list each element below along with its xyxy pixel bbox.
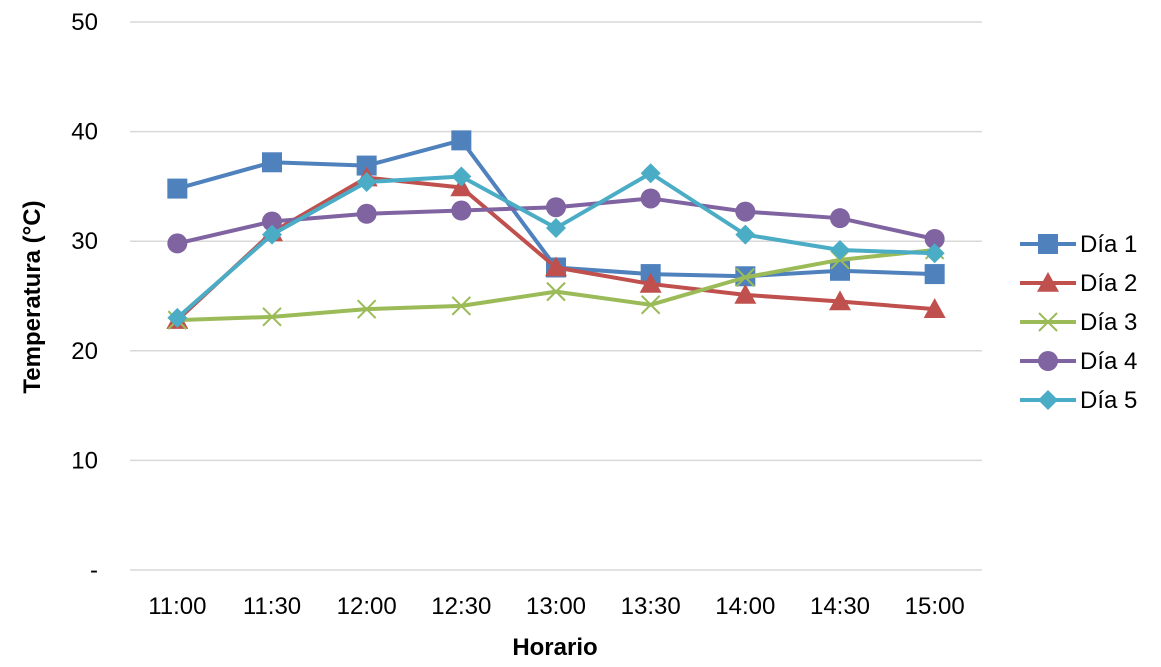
marker-x-stroke	[735, 267, 756, 288]
marker-x-stroke	[451, 296, 472, 316]
marker-square	[830, 260, 850, 281]
x-tick-label: 13:30	[621, 593, 681, 620]
x-tick-label: 13:00	[526, 593, 586, 620]
marker-x	[546, 281, 566, 302]
series-5	[167, 163, 945, 328]
legend-label: Día 5	[1080, 387, 1137, 414]
marker-x	[640, 295, 661, 315]
marker-square	[356, 155, 377, 176]
marker-x-stroke	[546, 281, 566, 302]
series-3	[167, 240, 945, 330]
legend: Día 1 Día 2 Día 3 Día 4 Día 5	[1020, 231, 1137, 414]
marker-circle	[924, 229, 945, 250]
legend-item-1: Día 1	[1020, 231, 1137, 258]
marker-square	[167, 178, 188, 199]
marker-triangle	[545, 256, 567, 277]
marker-circle	[451, 200, 472, 221]
marker-diamond	[830, 239, 850, 260]
marker-x	[262, 307, 282, 327]
marker-x-stroke	[356, 299, 377, 319]
marker-triangle	[734, 283, 757, 304]
y-tick-label: 20	[71, 338, 98, 365]
legend-item-2: Día 2	[1020, 270, 1137, 297]
x-tick-label: 12:30	[431, 593, 491, 620]
marker-circle	[262, 211, 282, 232]
marker-x-stroke	[1038, 312, 1058, 332]
legend-label: Día 4	[1080, 348, 1137, 375]
marker-diamond	[451, 166, 472, 187]
x-tick-label: 15:00	[905, 593, 965, 620]
marker-diamond	[735, 224, 756, 245]
x-tick-label: 11:30	[243, 593, 301, 620]
y-tick-label: 40	[71, 119, 98, 146]
y-tick-label: 10	[71, 447, 98, 474]
marker-circle	[1038, 351, 1058, 371]
marker-circle	[735, 201, 756, 222]
marker-circle	[356, 203, 377, 224]
marker-circle	[830, 208, 850, 229]
marker-diamond	[1038, 390, 1058, 410]
y-tick-label: 50	[71, 9, 98, 36]
legend-item-4: Día 4	[1020, 348, 1137, 375]
legend-label: Día 1	[1080, 231, 1137, 258]
y-axis-ticks: - 10 20 30 40 50	[71, 9, 98, 584]
x-axis-title: Horario	[512, 634, 597, 661]
marker-triangle	[639, 272, 662, 293]
legend-label: Día 2	[1080, 270, 1137, 297]
marker-triangle	[923, 298, 946, 318]
marker-diamond	[167, 307, 188, 328]
marker-x	[356, 299, 377, 319]
series-group	[166, 130, 946, 330]
marker-diamond	[262, 224, 282, 245]
y-axis-title: Temperatura (°C)	[19, 200, 46, 393]
marker-circle	[167, 233, 188, 254]
marker-square	[924, 264, 945, 285]
marker-diamond	[924, 243, 945, 264]
marker-triangle	[1037, 272, 1059, 292]
series-line	[176, 171, 935, 320]
marker-x-stroke	[640, 295, 661, 315]
marker-x	[451, 296, 472, 316]
marker-diamond	[546, 218, 566, 239]
legend-item-3: Día 3	[1020, 309, 1137, 336]
x-tick-label: 12:00	[337, 593, 397, 620]
x-tick-label: 11:00	[148, 593, 206, 620]
gridlines	[130, 21, 982, 571]
marker-square	[262, 152, 282, 173]
marker-x	[1038, 312, 1058, 332]
legend-label: Día 3	[1080, 309, 1137, 336]
x-tick-label: 14:30	[810, 593, 870, 620]
y-tick-label: 30	[71, 228, 98, 255]
marker-circle	[640, 188, 661, 209]
marker-square	[1038, 234, 1058, 254]
marker-x	[735, 267, 756, 288]
legend-item-5: Día 5	[1020, 387, 1137, 414]
marker-diamond	[640, 163, 661, 184]
marker-diamond	[356, 172, 377, 193]
marker-square	[451, 130, 472, 151]
x-tick-label: 14:00	[715, 593, 775, 620]
y-tick-label: -	[90, 557, 98, 584]
x-axis-ticks: 11:00 11:30 12:00 12:30 13:00 13:30 14:00 14:30…	[148, 593, 965, 620]
marker-x-stroke	[262, 307, 282, 327]
marker-circle	[546, 197, 566, 218]
marker-triangle	[829, 290, 851, 311]
